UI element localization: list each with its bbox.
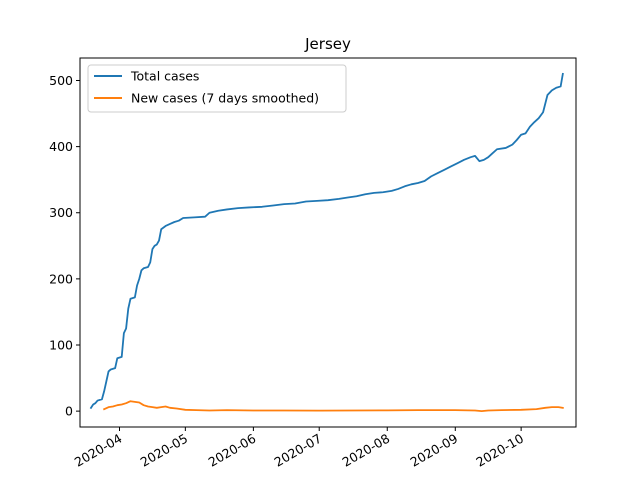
plot-frame [79, 57, 577, 428]
series-line-new-cases-7-days-smoothed [102, 400, 564, 413]
y-tick-label: 300 [49, 205, 73, 220]
legend-label-new-cases: New cases (7 days smoothed) [131, 91, 319, 106]
legend-label-total-cases: Total cases [130, 69, 199, 84]
series-layer [89, 72, 564, 413]
legend: Total cases New cases (7 days smoothed) [87, 64, 347, 113]
legend-box [87, 64, 347, 113]
y-tick-label: 0 [65, 404, 73, 419]
y-tick-label: 500 [49, 73, 73, 88]
chart-title: Jersey [304, 35, 351, 53]
y-tick-label: 200 [49, 271, 73, 286]
y-tick-label: 400 [49, 139, 73, 154]
y-tick-label: 100 [49, 338, 73, 353]
series-line-total-cases [89, 72, 564, 410]
y-axis: 0 100 200 300 400 500 [49, 73, 80, 419]
